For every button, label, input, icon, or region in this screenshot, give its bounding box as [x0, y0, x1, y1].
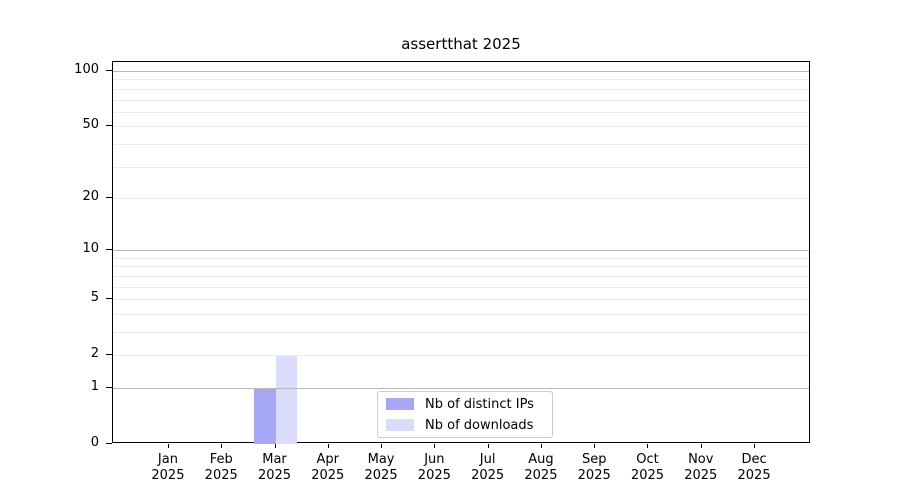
- x-tick-label: Sep 2025: [577, 452, 611, 483]
- y-tick-label: 20: [82, 188, 99, 204]
- y-tick: [106, 249, 112, 251]
- x-tick: [647, 444, 649, 448]
- x-tick-label: Feb 2025: [204, 452, 238, 483]
- x-tick: [487, 444, 489, 448]
- x-tick-label: Nov 2025: [684, 452, 718, 483]
- gridline-minor: [113, 126, 809, 128]
- legend-label-distinct-ips: Nb of distinct IPs: [425, 396, 534, 412]
- x-tick-label: Jun 2025: [417, 452, 451, 483]
- chart-title: assertthat 2025: [401, 35, 521, 53]
- y-tick-label: 5: [90, 290, 99, 306]
- y-tick-label: 0: [90, 435, 99, 450]
- bar-downloads: [275, 355, 297, 444]
- y-tick: [106, 354, 112, 356]
- y-tick: [106, 443, 112, 444]
- x-tick-label: Jul 2025: [471, 452, 505, 483]
- legend: Nb of distinct IPs Nb of downloads: [377, 391, 553, 438]
- x-tick: [221, 444, 223, 448]
- gridline-minor: [113, 313, 809, 315]
- x-tick-label: Mar 2025: [257, 452, 292, 483]
- x-tick-label: Dec 2025: [737, 452, 771, 483]
- gridline-major: [113, 387, 809, 389]
- y-tick-label: 100: [74, 62, 99, 78]
- x-tick: [594, 444, 596, 448]
- gridline-minor: [113, 257, 809, 259]
- plot-area: [112, 61, 810, 444]
- gridline-minor: [113, 275, 809, 277]
- y-tick-label: 2: [90, 346, 99, 362]
- y-tick: [106, 125, 112, 127]
- x-tick: [274, 444, 276, 448]
- x-tick: [754, 444, 756, 448]
- gridline-minor: [113, 99, 809, 101]
- y-tick-label: 1: [90, 378, 99, 394]
- x-tick-label: Apr 2025: [311, 452, 345, 483]
- x-tick: [434, 444, 436, 448]
- gridline-minor: [113, 299, 809, 301]
- gridline-minor: [113, 88, 809, 90]
- y-tick-label: 10: [82, 241, 99, 257]
- x-tick: [381, 444, 383, 448]
- x-tick-label: Jan 2025: [151, 452, 185, 483]
- x-tick: [700, 444, 702, 448]
- y-tick: [106, 196, 112, 198]
- gridline-major: [113, 71, 809, 73]
- legend-item-distinct-ips: Nb of distinct IPs: [386, 397, 544, 412]
- x-tick: [167, 444, 169, 448]
- gridline-minor: [113, 111, 809, 113]
- gridline-minor: [113, 286, 809, 288]
- gridline-minor: [113, 166, 809, 168]
- x-tick-label: Aug 2025: [524, 452, 558, 483]
- gridline-minor: [113, 266, 809, 268]
- x-tick-label: May 2025: [364, 452, 398, 483]
- legend-item-downloads: Nb of downloads: [386, 418, 544, 433]
- y-tick-label: 50: [82, 117, 99, 133]
- legend-swatch-distinct-ips: [386, 398, 414, 410]
- x-tick-label: Oct 2025: [630, 452, 665, 483]
- y-tick: [106, 386, 112, 388]
- gridline-minor: [113, 197, 809, 199]
- bar-distinct-ips: [254, 387, 276, 444]
- gridline-minor: [113, 143, 809, 145]
- gridline-major: [113, 250, 809, 252]
- x-tick: [327, 444, 329, 448]
- y-tick: [106, 70, 112, 72]
- gridline-minor: [113, 331, 809, 333]
- legend-label-downloads: Nb of downloads: [425, 417, 534, 433]
- gridline-minor: [113, 355, 809, 357]
- x-tick: [540, 444, 542, 448]
- y-tick: [106, 298, 112, 300]
- legend-swatch-downloads: [386, 419, 414, 431]
- gridline-minor: [113, 79, 809, 81]
